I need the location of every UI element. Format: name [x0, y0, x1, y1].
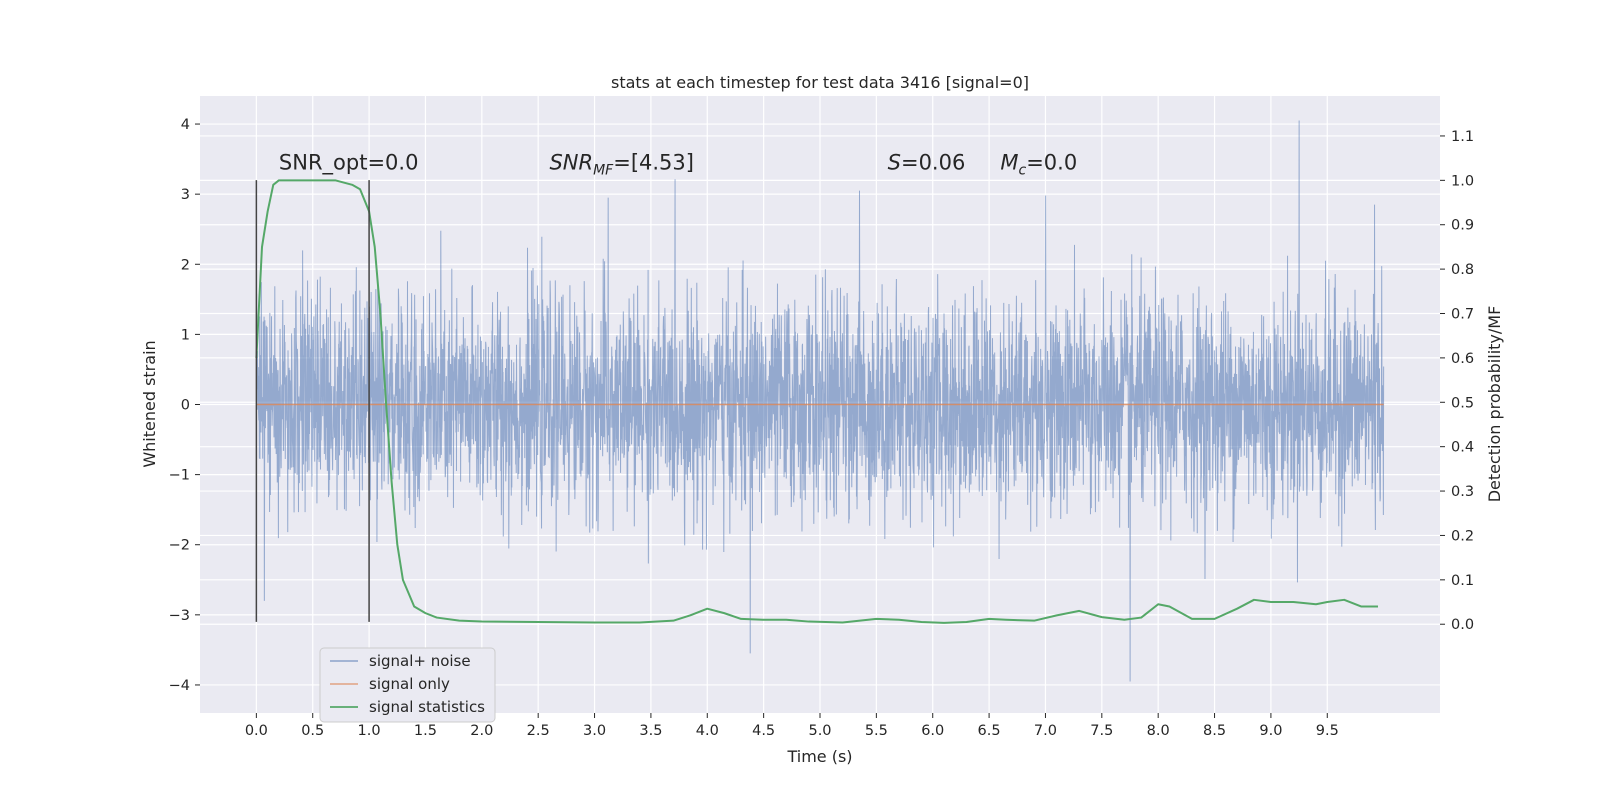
y-right-tick-label-8: 0.8	[1451, 262, 1474, 278]
annotation-3: Mc=0.0	[1000, 151, 1077, 179]
y-right-tick-label-2: 0.2	[1451, 528, 1474, 544]
x-tick-label-1: 0.5	[301, 723, 324, 739]
y-tick-label-7: 3	[181, 187, 190, 203]
x-tick-label-3: 1.5	[414, 723, 437, 739]
legend-label-signal-statistics: signal statistics	[369, 698, 485, 716]
x-axis-ticks: 0.0 0.5 1.0 1.5 2.0 2.5 3.0 3.5 4.0 4.5 5.0 5.5 6.0 6…	[245, 713, 1339, 739]
x-tick-label-4: 2.0	[470, 723, 493, 739]
y-tick-label-6: 2	[181, 257, 190, 273]
series-signal-noise-line	[255, 120, 1385, 682]
y-right-tick-label-1: 0.1	[1451, 573, 1474, 589]
y-tick-label-3: −1	[169, 468, 190, 484]
y-right-tick-label-11: 1.1	[1451, 129, 1474, 145]
annotations: SNR_opt=0.0 SNRMF=[4.53] S=0.06 Mc=0.0	[279, 151, 1077, 179]
y-right-tick-label-4: 0.4	[1451, 440, 1474, 456]
legend-label-signal-noise: signal+ noise	[369, 652, 471, 670]
legend: signal+ noise signal only signal statist…	[319, 647, 496, 723]
x-axis-label: Time (s)	[786, 747, 852, 766]
annotation-0: SNR_opt=0.0	[279, 151, 419, 176]
y-right-axis-ticks: 0.0 0.1 0.2 0.3 0.4 0.5 0.6 0.7 0.8 0.9 1.0 1.1	[1440, 129, 1474, 633]
x-tick-label-15: 7.5	[1090, 723, 1113, 739]
x-tick-label-11: 5.5	[865, 723, 888, 739]
x-tick-label-16: 8.0	[1147, 723, 1170, 739]
y-axis-ticks: −4 −3 −2 −1 0 1 2 3 4	[169, 117, 200, 694]
x-tick-label-2: 1.0	[358, 723, 381, 739]
x-tick-label-9: 4.5	[752, 723, 775, 739]
x-tick-label-17: 8.5	[1203, 723, 1226, 739]
y-right-tick-label-10: 1.0	[1451, 173, 1474, 189]
y-tick-label-5: 1	[181, 327, 190, 343]
x-tick-label-12: 6.0	[921, 723, 944, 739]
x-tick-label-19: 9.5	[1316, 723, 1339, 739]
legend-label-signal-only: signal only	[369, 675, 450, 693]
y-right-tick-label-5: 0.5	[1451, 395, 1474, 411]
y-right-tick-label-0: 0.0	[1451, 617, 1474, 633]
y-tick-label-8: 4	[181, 117, 190, 133]
annotation-1: SNRMF=[4.53]	[549, 151, 694, 179]
chart-title: stats at each timestep for test data 341…	[611, 73, 1029, 92]
y-right-tick-label-6: 0.6	[1451, 351, 1474, 367]
y-right-tick-label-7: 0.7	[1451, 307, 1474, 323]
x-tick-label-7: 3.5	[639, 723, 662, 739]
x-tick-label-18: 9.0	[1259, 723, 1282, 739]
x-tick-label-8: 4.0	[696, 723, 719, 739]
x-tick-label-5: 2.5	[527, 723, 550, 739]
x-tick-label-13: 6.5	[978, 723, 1001, 739]
y-right-tick-label-9: 0.9	[1451, 218, 1474, 234]
y-tick-label-1: −3	[169, 608, 190, 624]
y-right-axis-label: Detection probability/MF	[1485, 306, 1504, 503]
y-right-tick-label-3: 0.3	[1451, 484, 1474, 500]
x-tick-label-10: 5.0	[808, 723, 831, 739]
y-tick-label-0: −4	[169, 678, 190, 694]
legend-box	[319, 647, 496, 723]
x-tick-label-14: 7.0	[1034, 723, 1057, 739]
annotation-2: S=0.06	[888, 151, 966, 175]
y-tick-label-4: 0	[181, 398, 190, 414]
vertical-markers	[255, 180, 370, 622]
y-axis-label: Whitened strain	[140, 340, 159, 467]
x-tick-label-0: 0.0	[245, 723, 268, 739]
y-tick-label-2: −2	[169, 538, 190, 554]
x-tick-label-6: 3.0	[583, 723, 606, 739]
